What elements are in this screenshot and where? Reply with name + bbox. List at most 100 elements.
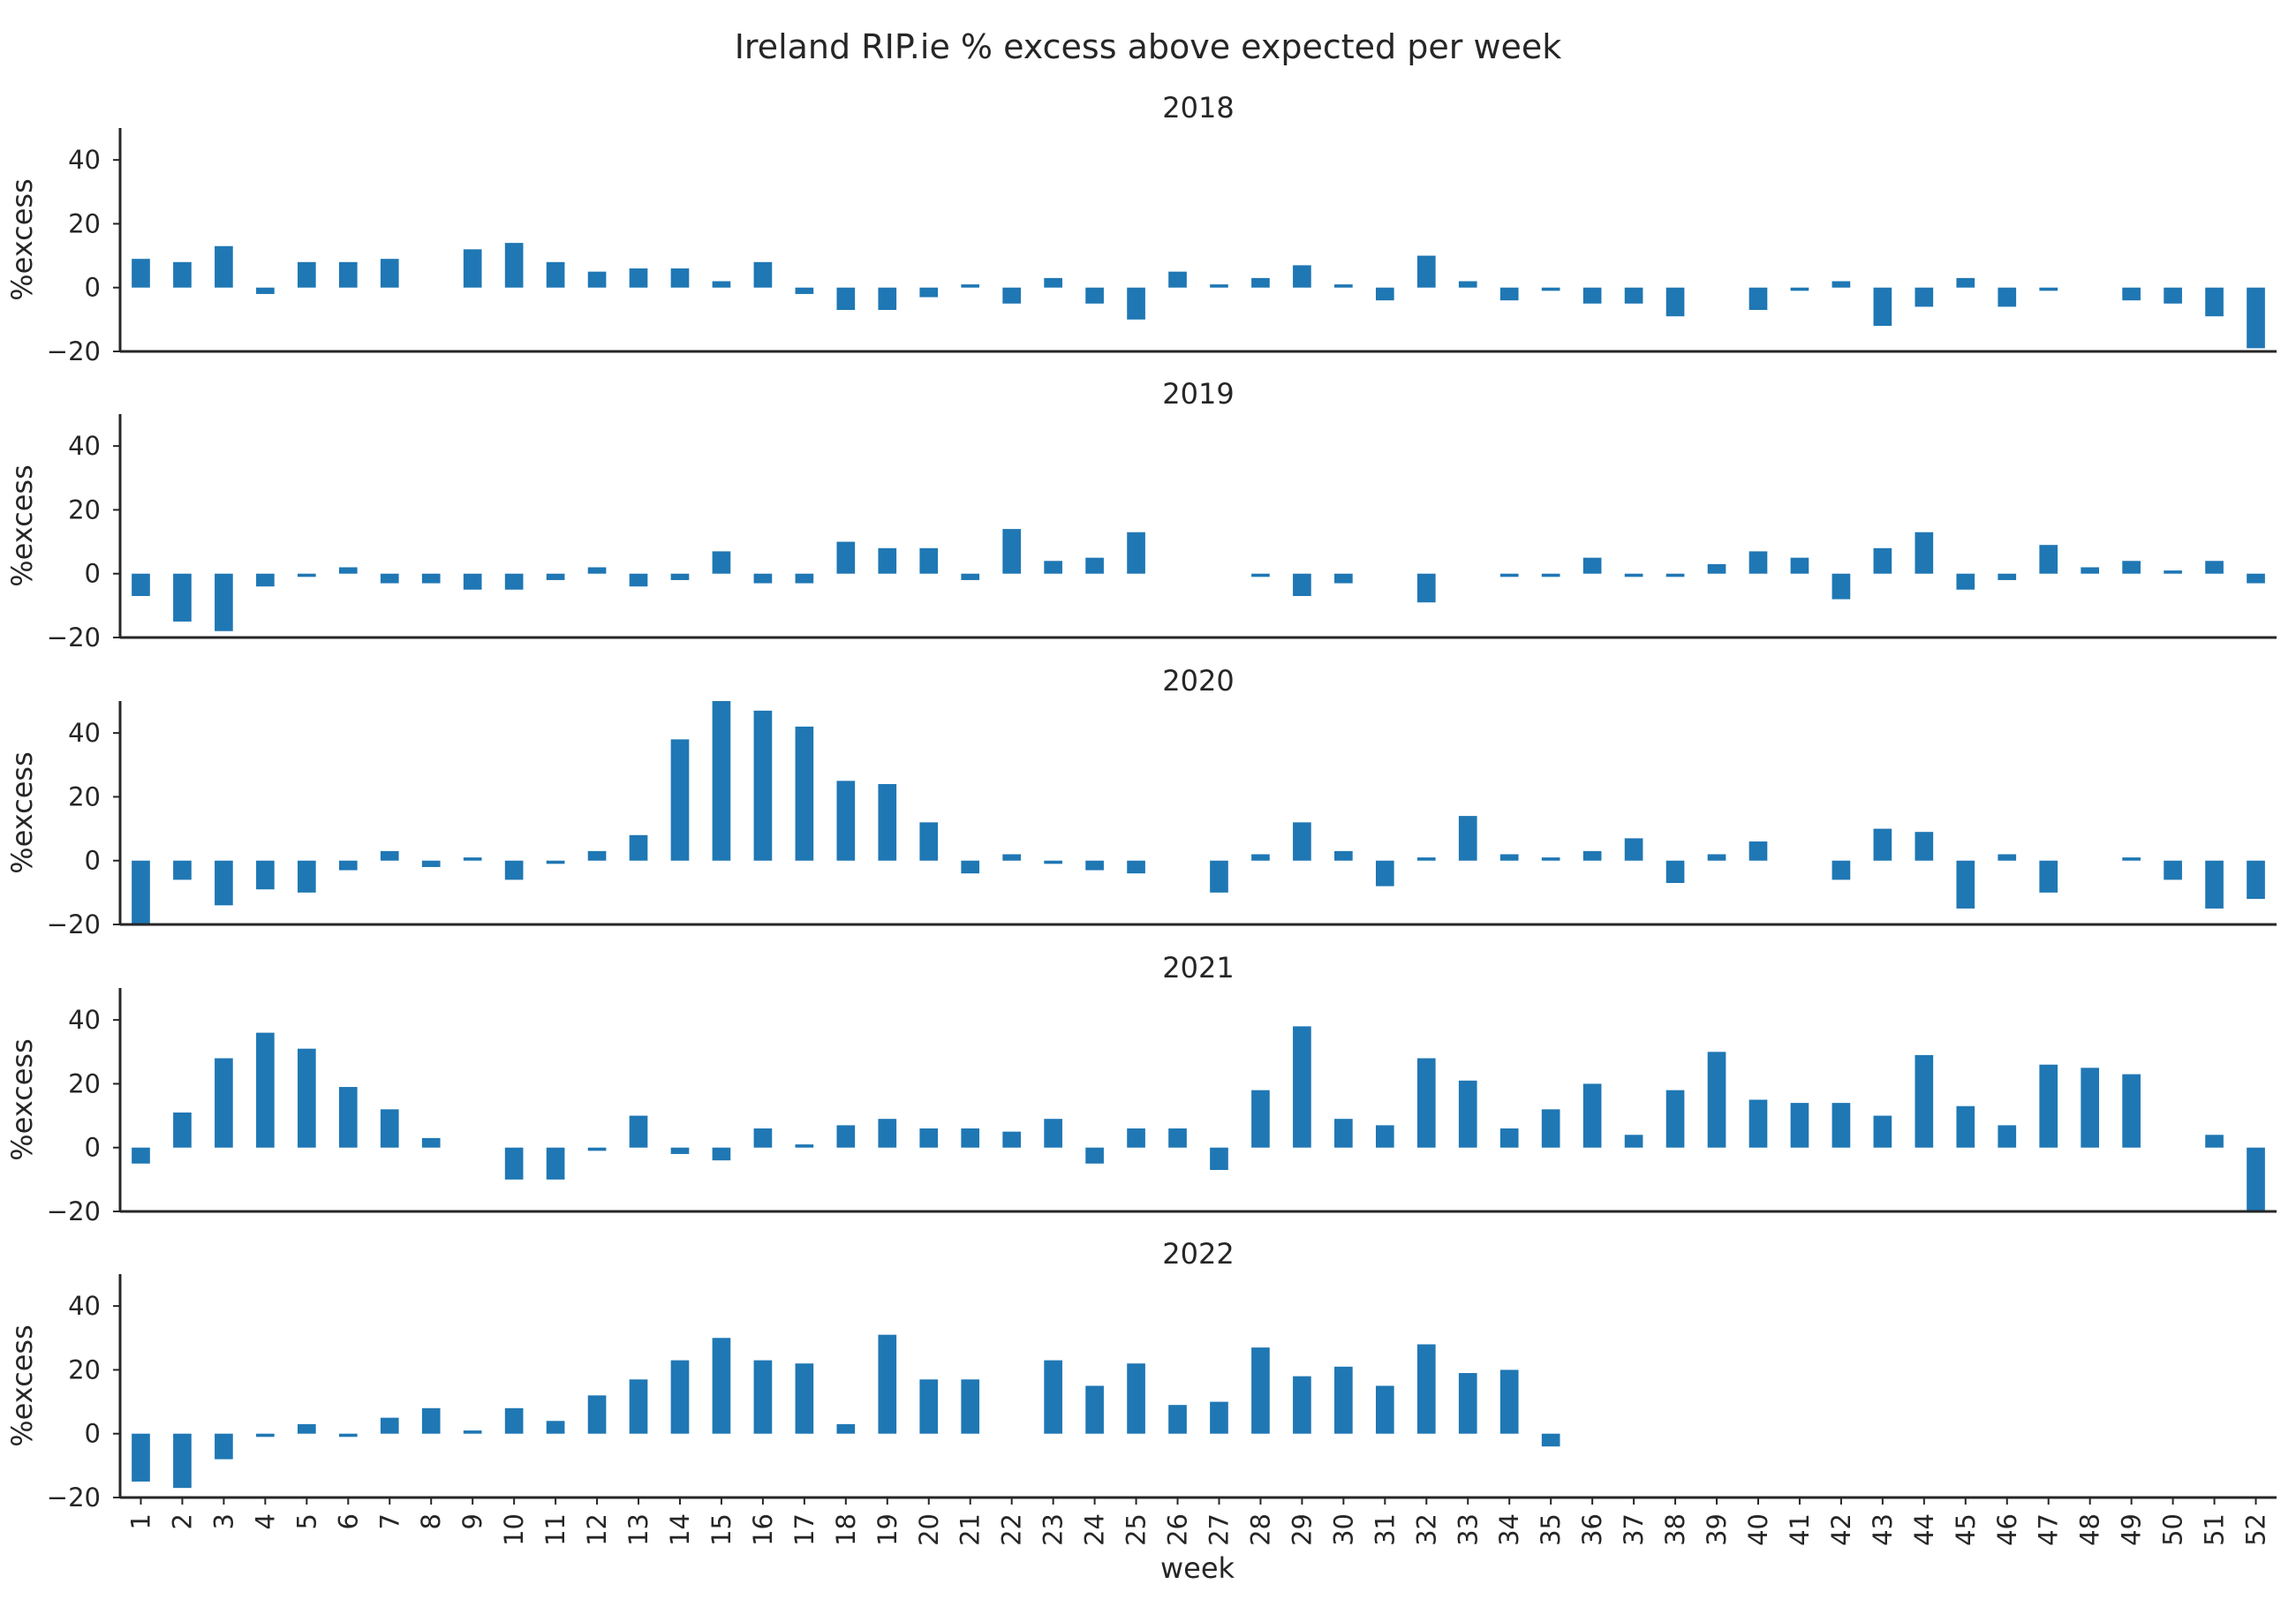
y-tick-label: 0 [85,273,101,303]
x-tick-label: 5 [291,1513,321,1529]
bar-2020-week-44 [1915,832,1934,861]
bar-2019-week-19 [878,547,897,574]
bar-2022-week-19 [878,1334,897,1434]
x-tick-label: 13 [623,1513,653,1546]
bar-2020-week-22 [1002,854,1022,861]
bar-2021-week-35 [1541,1109,1560,1148]
bar-2019-week-39 [1707,563,1726,574]
y-tick-label: −20 [47,1196,101,1226]
x-tick-label: 21 [955,1513,986,1546]
bar-2020-week-14 [670,739,690,861]
bar-2019-week-8 [421,573,441,584]
y-axis-label: %excess [5,1324,39,1447]
bar-2019-week-12 [587,567,607,574]
x-tick-label: 44 [1909,1513,1939,1546]
bar-2020-week-50 [2164,860,2182,880]
bar-2020-week-8 [421,860,441,867]
bar-2020-week-11 [546,860,565,864]
bar-2021-week-13 [629,1115,648,1148]
bar-2019-week-7 [380,573,399,584]
y-tick-label: 0 [85,846,101,876]
bar-2022-week-16 [753,1360,773,1434]
panel-2019: 2019 %excess −20 0 20 40 [5,377,2277,653]
panel-title: 2022 [1162,1237,1234,1271]
bar-2020-week-13 [629,834,648,861]
x-tick-label: 51 [2200,1513,2230,1546]
bar-2022-week-29 [1293,1376,1311,1434]
x-tick-label: 28 [1245,1513,1275,1546]
bar-2019-week-35 [1541,573,1560,577]
bar-2019-week-49 [2122,561,2141,574]
bar-2022-week-26 [1168,1405,1187,1434]
bar-2020-week-10 [504,860,524,880]
x-tick-label: 22 [997,1513,1027,1546]
bar-2020-week-27 [1210,860,1228,893]
bar-2021-week-31 [1375,1125,1394,1148]
bar-2022-week-34 [1499,1369,1519,1434]
bar-2019-week-3 [215,573,233,631]
x-tick-label: 16 [748,1513,778,1546]
x-tick-label: 52 [2241,1513,2271,1546]
bar-2022-week-10 [504,1407,524,1434]
bar-2021-week-27 [1210,1147,1228,1171]
bar-2019-week-32 [1416,573,1436,603]
bar-2022-week-27 [1210,1401,1228,1434]
y-axis-label: %excess [5,751,39,874]
bar-2022-week-25 [1127,1363,1145,1434]
bar-2019-week-23 [1044,561,1062,574]
y-tick-label: 0 [85,1133,101,1163]
x-tick-label: 18 [831,1513,861,1546]
bar-2018-week-24 [1085,287,1104,304]
bar-2021-week-4 [256,1032,275,1148]
x-tick-label: 29 [1287,1513,1317,1546]
bar-2018-week-27 [1210,284,1228,288]
x-tick-label: 15 [706,1513,736,1546]
bar-2022-week-6 [338,1433,358,1437]
x-tick-label: 8 [416,1513,446,1529]
bar-2020-week-29 [1293,822,1311,861]
bar-2020-week-47 [2039,860,2058,893]
bar-2018-week-13 [629,268,648,288]
bar-2021-week-11 [546,1147,565,1180]
bar-2018-week-16 [753,261,773,288]
bar-2022-week-8 [421,1407,441,1434]
bar-2021-week-17 [795,1144,814,1148]
x-tick-label: 2 [167,1513,197,1529]
x-tick-label: 6 [333,1513,363,1529]
bar-2019-week-34 [1499,573,1519,577]
bar-2022-week-3 [215,1433,233,1460]
bar-2020-week-12 [587,850,607,861]
bar-2018-week-3 [215,245,233,288]
x-tick-label: 12 [582,1513,612,1546]
bar-2020-week-31 [1375,860,1394,886]
x-tick-label: 24 [1080,1513,1110,1546]
bar-2018-week-28 [1251,277,1270,288]
y-axis-label: %excess [5,1038,39,1161]
bar-2019-week-30 [1334,573,1353,584]
x-tick-label: 31 [1370,1513,1400,1546]
bar-2019-week-6 [338,567,358,574]
bar-2021-week-18 [836,1125,856,1148]
bar-2021-week-20 [919,1128,939,1148]
panel-title: 2021 [1162,951,1234,985]
bar-2018-week-11 [546,261,565,288]
bar-2020-week-15 [712,701,731,861]
bar-2018-week-29 [1293,265,1311,288]
bar-2019-week-40 [1748,551,1768,574]
x-tick-label: 32 [1411,1513,1441,1546]
bar-2021-week-21 [961,1128,980,1148]
bar-2022-week-1 [132,1433,150,1482]
bar-2022-week-14 [670,1360,690,1434]
bar-2019-week-29 [1293,573,1311,597]
y-tick-label: −20 [47,1483,101,1513]
bar-2021-week-8 [421,1137,441,1148]
bar-2021-week-36 [1582,1083,1602,1148]
y-tick-label: 40 [68,718,101,748]
x-tick-label: 40 [1743,1513,1773,1546]
bar-2019-week-10 [504,573,524,590]
y-tick-label: 0 [85,1419,101,1449]
bar-2020-week-32 [1416,857,1436,861]
x-tick-label: 11 [540,1513,570,1546]
panel-title: 2019 [1162,377,1234,411]
bar-2021-week-34 [1499,1128,1519,1148]
